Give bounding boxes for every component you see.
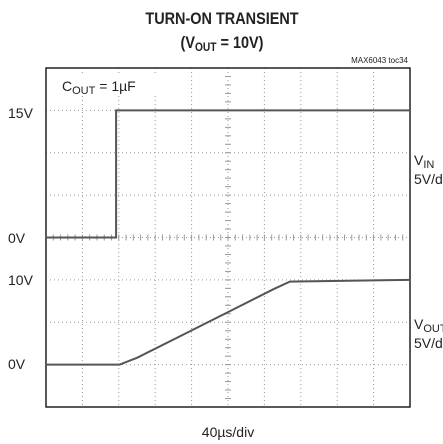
channel-label: VIN	[414, 152, 434, 171]
annotation: COUT = 1µF	[62, 78, 136, 97]
channel-name: V	[414, 316, 424, 332]
subtitle-text: (V	[181, 34, 196, 52]
level-label: 0V	[8, 356, 26, 372]
subtitle-text: = 10V)	[216, 34, 263, 52]
subtitle-sub: OUT	[195, 41, 217, 54]
level-label: 15V	[8, 105, 34, 121]
channel-scale: 5V/div	[414, 335, 443, 351]
chart-title: TURN-ON TRANSIENT	[145, 10, 299, 28]
annotation-text: = 1µF	[95, 78, 135, 94]
trace	[46, 278, 411, 366]
channel-scale: 5V/div	[414, 171, 443, 187]
figure-code: MAX6043 toc34	[351, 56, 408, 65]
channel-name: V	[414, 152, 424, 168]
annotation-sub: OUT	[72, 85, 96, 97]
level-label: 10V	[8, 272, 34, 288]
channel-sub: OUT	[423, 323, 443, 335]
channel-sub: IN	[423, 159, 434, 171]
annotation-text: C	[62, 78, 72, 94]
level-label: 0V	[8, 230, 26, 246]
chart-subtitle: (VOUT = 10V)	[181, 34, 264, 54]
trace	[46, 109, 410, 239]
annotation-bg	[55, 74, 175, 96]
x-axis-label: 40µs/div	[202, 424, 254, 440]
channel-label: VOUT	[414, 316, 443, 335]
